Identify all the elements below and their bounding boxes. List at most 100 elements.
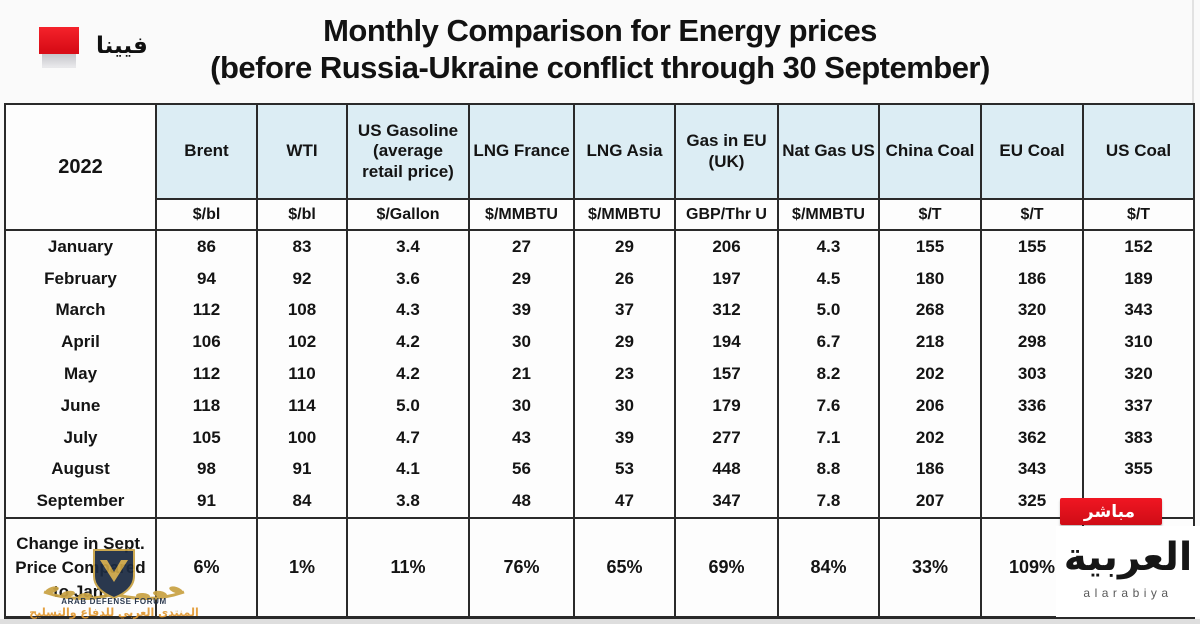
value-cell: 3.4	[348, 231, 470, 263]
change-row-label: Change in Sept. Price Compared to Jan.	[6, 517, 157, 617]
value-cell: 3.6	[348, 262, 470, 295]
value-cell: 155	[982, 231, 1084, 263]
column-header-cell: US Coal	[1084, 105, 1193, 200]
value-cell: 383	[1124, 427, 1153, 447]
value-cell: 29	[470, 262, 575, 295]
month-label-cell: July	[6, 421, 157, 454]
value-cell: 194	[676, 326, 779, 359]
value-cell: 106	[157, 326, 258, 359]
value-cell: 94	[157, 262, 258, 295]
column-header-cell: Brent	[157, 105, 258, 200]
value-cell: 30	[470, 389, 575, 422]
change-value-cell: 65%	[575, 517, 676, 617]
value-cell: 337	[1124, 395, 1153, 415]
value-cell: 202	[880, 358, 982, 390]
value-cell: 29	[575, 231, 676, 263]
value-cell: 53	[575, 453, 676, 486]
value-cell: 207	[880, 485, 982, 518]
value-cell: 112	[157, 358, 258, 390]
month-label-cell: June	[6, 389, 157, 422]
column-header-cell: Gas in EU (UK)	[676, 105, 779, 200]
value-cell: 206	[880, 389, 982, 422]
unit-cell: $/Gallon	[348, 200, 470, 231]
value-cell: 362	[982, 421, 1084, 454]
value-cell: 91	[157, 485, 258, 518]
red-square-icon	[39, 27, 79, 54]
value-cell: 37	[575, 294, 676, 327]
month-label-cell: August	[6, 453, 157, 486]
value-cell: 100	[258, 421, 348, 454]
value-cell: 343	[1124, 300, 1153, 320]
location-label: فيينا	[96, 33, 148, 59]
value-cell: 152	[1124, 236, 1153, 256]
column-header-cell: LNG Asia	[575, 105, 676, 200]
value-cell: 7.6	[779, 389, 880, 422]
change-value-cell: 11%	[348, 517, 470, 617]
value-cell: 4.5	[779, 262, 880, 295]
value-cell: 98	[157, 453, 258, 486]
alarabiya-logo: العربية alarabiya	[1056, 526, 1200, 617]
value-cell: 39	[470, 294, 575, 327]
value-cell: 5.0	[348, 389, 470, 422]
value-cell: 6.7	[779, 326, 880, 359]
month-label-cell: April	[6, 326, 157, 359]
value-cell: 303	[982, 358, 1084, 390]
month-label-cell: March	[6, 294, 157, 327]
value-cell: 448	[676, 453, 779, 486]
column-header-cell: China Coal	[880, 105, 982, 200]
change-value-cell: 69%	[676, 517, 779, 617]
change-value-cell: 33%	[880, 517, 982, 617]
unit-cell: $/T	[982, 200, 1084, 231]
value-cell: 56	[470, 453, 575, 486]
value-cell: 7.8	[779, 485, 880, 518]
value-cell: 202	[880, 421, 982, 454]
value-cell: 180	[880, 262, 982, 295]
value-cell: 310	[1124, 332, 1153, 352]
value-cell: 83	[258, 231, 348, 263]
value-cell: 86	[157, 231, 258, 263]
value-cell: 312	[676, 294, 779, 327]
title-line-1: Monthly Comparison for Energy prices	[323, 13, 877, 48]
change-value-cell: 84%	[779, 517, 880, 617]
value-cell: 110	[258, 358, 348, 390]
value-cell: 189	[1124, 268, 1153, 288]
value-cell: 108	[258, 294, 348, 327]
value-cell: 21	[470, 358, 575, 390]
month-label-cell: February	[6, 262, 157, 295]
value-cell: 47	[575, 485, 676, 518]
value-cell: 27	[470, 231, 575, 263]
alarabiya-latin-wordmark: alarabiya	[1083, 586, 1173, 600]
value-cell: 5.0	[779, 294, 880, 327]
value-cell: 114	[258, 389, 348, 422]
value-cell: 4.3	[779, 231, 880, 263]
unit-cell: $/MMBTU	[470, 200, 575, 231]
alarabiya-arabic-wordmark: العربية	[1063, 535, 1193, 580]
unit-cell: $/bl	[157, 200, 258, 231]
value-cell: 336	[982, 389, 1084, 422]
value-cell: 206	[676, 231, 779, 263]
column-header-cell: WTI	[258, 105, 348, 200]
value-cell: 39	[575, 421, 676, 454]
live-badge: مباشر	[1060, 498, 1162, 525]
month-label-cell: May	[6, 358, 157, 390]
value-cell: 8.8	[779, 453, 880, 486]
value-cell: 186	[880, 453, 982, 486]
unit-cell: GBP/Thr U	[676, 200, 779, 231]
value-cell: 155	[880, 231, 982, 263]
column-header-cell: EU Coal	[982, 105, 1084, 200]
value-cell: 105	[157, 421, 258, 454]
value-cell: 320	[982, 294, 1084, 327]
value-cell: 4.7	[348, 421, 470, 454]
unit-cell: $/T	[880, 200, 982, 231]
value-cell: 4.1	[348, 453, 470, 486]
value-cell: 157	[676, 358, 779, 390]
value-cell: 29	[575, 326, 676, 359]
column-header-cell: LNG France	[470, 105, 575, 200]
value-cell: 4.2	[348, 326, 470, 359]
value-cell: 218	[880, 326, 982, 359]
value-cell: 179	[676, 389, 779, 422]
gray-square-icon	[42, 54, 76, 68]
unit-cell: $/MMBTU	[575, 200, 676, 231]
value-cell: 84	[258, 485, 348, 518]
